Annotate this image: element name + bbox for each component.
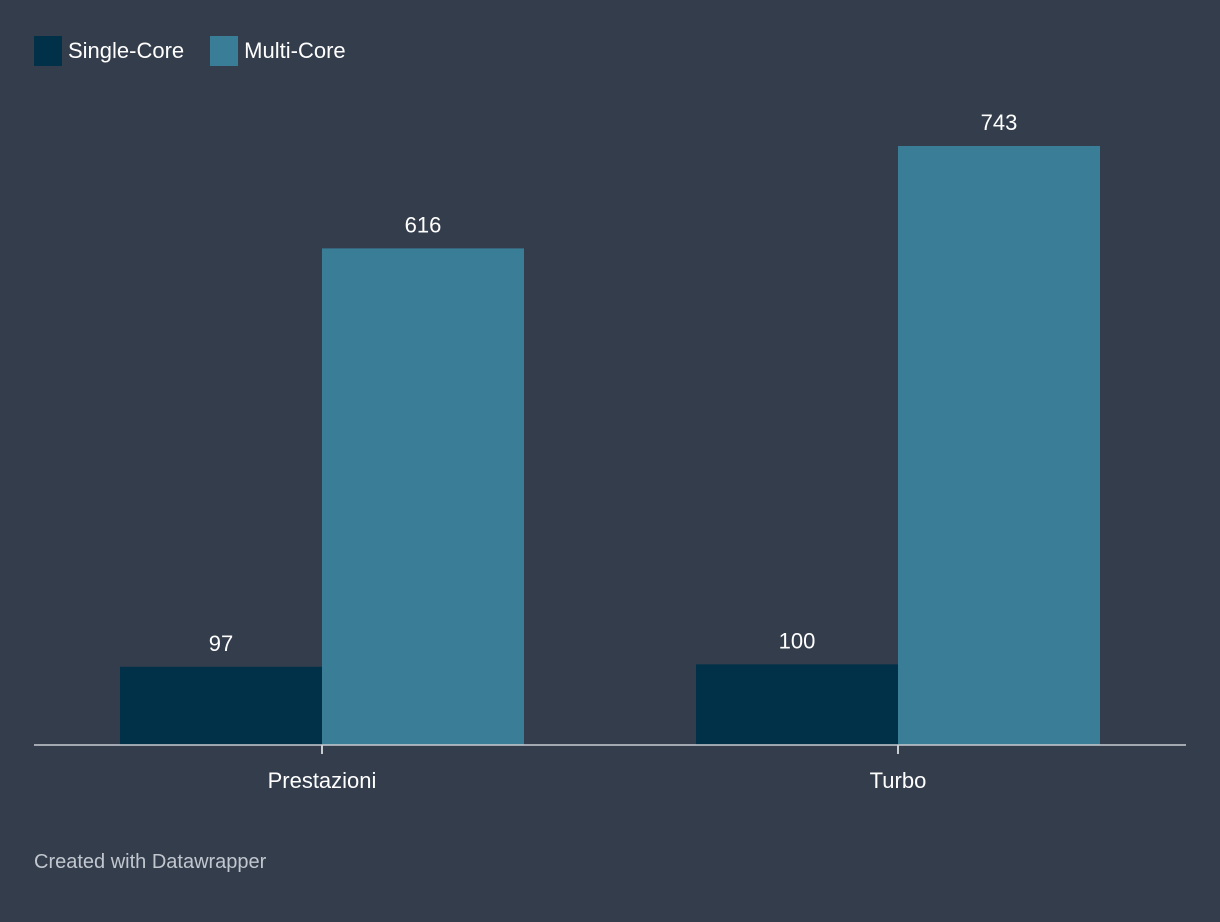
value-label-single-core-prestazioni: 97	[209, 631, 233, 656]
x-tick-label-turbo: Turbo	[870, 768, 927, 793]
legend-label-multi-core: Multi-Core	[244, 38, 346, 63]
bar-multi-core-prestazioni	[322, 248, 524, 745]
bar-single-core-turbo	[696, 664, 898, 745]
value-label-multi-core-prestazioni: 616	[405, 212, 442, 237]
legend-swatch-multi-core	[210, 36, 239, 66]
legend-swatch-single-core	[34, 36, 62, 66]
legend-label-single-core: Single-Core	[68, 38, 185, 63]
legend-item-multi-core: Multi-Core	[210, 36, 346, 66]
bar-multi-core-turbo	[898, 146, 1100, 745]
value-label-single-core-turbo: 100	[779, 628, 816, 653]
legend-item-single-core: Single-Core	[34, 36, 184, 66]
legend: Single-Core Multi-Core	[34, 36, 346, 66]
credit-text: Created with Datawrapper	[34, 851, 267, 873]
x-tick-label-prestazioni: Prestazioni	[268, 768, 377, 793]
bar-single-core-prestazioni	[120, 666, 322, 745]
value-label-multi-core-turbo: 743	[981, 110, 1018, 135]
